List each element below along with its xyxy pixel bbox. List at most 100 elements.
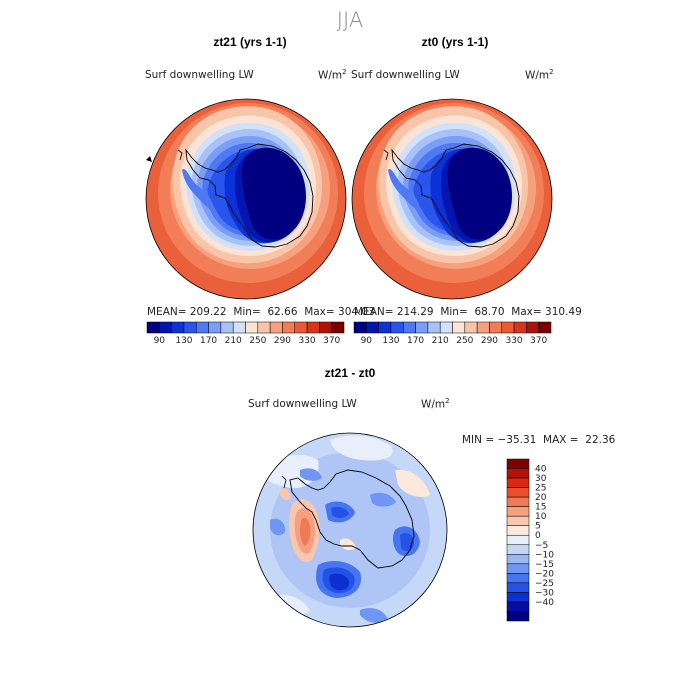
- colorbar-tick-label: 250: [249, 336, 266, 346]
- colorbar-tick-label: 30: [535, 474, 547, 484]
- colorbar-swatch: [452, 321, 466, 334]
- colorbar-swatch: [506, 611, 530, 622]
- stats-right: MEAN= 214.29 Min= 68.70 Max= 310.49: [354, 306, 582, 318]
- colorbar-swatch: [506, 534, 530, 546]
- colorbar-swatch: [403, 321, 416, 334]
- colorbar-swatch: [294, 321, 308, 334]
- colorbar-left: 90 130 170 210 250 290 330 370: [146, 321, 345, 346]
- colorbar-swatch: [501, 321, 515, 334]
- colorbar-tick-label: 90: [154, 336, 166, 346]
- colorbar-swatch: [506, 592, 530, 603]
- colorbar-swatch: [331, 321, 345, 334]
- colorbar-swatch: [464, 321, 478, 334]
- colorbar-swatch: [378, 321, 392, 334]
- colorbar-tick-label: 250: [456, 336, 473, 346]
- colorbar-swatch: [506, 487, 530, 498]
- map-right: [352, 99, 552, 299]
- colorbar-swatch: [353, 321, 367, 334]
- map-left: [146, 99, 346, 299]
- colorbar-tick-label: 130: [175, 336, 192, 346]
- colorbar-swatch: [282, 321, 295, 334]
- colorbar-tick-label: 25: [535, 484, 546, 494]
- colorbar-tick-label: −15: [535, 560, 554, 570]
- map-diff: [253, 433, 447, 627]
- panel-title-right: zt0 (yrs 1-1): [421, 35, 489, 49]
- colorbar-swatch: [526, 321, 539, 334]
- colorbar-right: 90 130 170 210 250 290 330 370: [353, 321, 552, 346]
- variable-label-diff: Surf downwelling LW: [248, 398, 357, 410]
- colorbar-swatch: [506, 458, 530, 469]
- stats-left: MEAN= 209.22 Min= 62.66 Max= 304.03: [147, 306, 375, 318]
- colorbar-swatch: [506, 582, 530, 593]
- colorbar-tick-label: 370: [323, 336, 340, 346]
- colorbar-swatch: [439, 321, 453, 334]
- colorbar-tick-label: −40: [535, 598, 554, 608]
- colorbar-swatch: [269, 321, 283, 334]
- colorbar-tick-label: −10: [535, 550, 554, 560]
- colorbar-swatch: [220, 321, 234, 334]
- colorbar-tick-label: 370: [530, 336, 547, 346]
- colorbar-swatch: [183, 321, 197, 334]
- colorbar-tick-label: 290: [274, 336, 291, 346]
- colorbar-swatch: [171, 321, 185, 334]
- colorbar-swatch: [196, 321, 209, 334]
- colorbar-swatch: [306, 321, 320, 334]
- colorbar-swatch: [232, 321, 246, 334]
- colorbar-tick-label: −5: [535, 541, 548, 551]
- colorbar-swatch: [257, 321, 271, 334]
- colorbar-tick-label: 0: [535, 531, 541, 541]
- colorbar-swatch: [506, 477, 530, 488]
- colorbar-swatch: [538, 321, 552, 334]
- colorbar-swatch: [366, 321, 379, 334]
- variable-label-right: Surf downwelling LW: [351, 69, 460, 81]
- colorbar-swatch: [506, 563, 530, 574]
- colorbar-swatch: [415, 321, 429, 334]
- colorbar-tick-label: 5: [535, 522, 541, 532]
- colorbar-tick-label: 210: [225, 336, 242, 346]
- colorbar-tick-label: 10: [535, 512, 547, 522]
- colorbar-tick-label: 290: [481, 336, 498, 346]
- colorbar-swatch: [506, 506, 530, 517]
- colorbar-swatch: [513, 321, 527, 334]
- colorbar-swatch: [506, 554, 530, 565]
- colorbar-tick-label: 130: [382, 336, 399, 346]
- colorbar-swatch: [476, 321, 490, 334]
- colorbar-tick-label: 170: [407, 336, 424, 346]
- colorbar-swatch: [208, 321, 222, 334]
- colorbar-tick-label: 20: [535, 493, 547, 503]
- colorbar-swatch: [506, 468, 530, 479]
- panel-title-diff: zt21 - zt0: [324, 366, 376, 380]
- colorbar-swatch: [319, 321, 332, 334]
- variable-label-left: Surf downwelling LW: [145, 69, 254, 81]
- colorbar-swatch: [245, 321, 259, 334]
- colorbar-swatch: [390, 321, 404, 334]
- colorbar-tick-label: 15: [535, 503, 546, 513]
- colorbar-swatch: [427, 321, 441, 334]
- colorbar-tick-label: 170: [200, 336, 217, 346]
- colorbar-swatch: [159, 321, 172, 334]
- colorbar-swatch: [506, 573, 530, 584]
- colorbar-tick-label: 330: [298, 336, 315, 346]
- colorbar-swatch: [506, 601, 530, 612]
- colorbar-swatch: [506, 544, 530, 555]
- colorbar-tick-label: 40: [535, 465, 547, 475]
- colorbar-tick-label: 330: [505, 336, 522, 346]
- colorbar-swatch: [506, 496, 530, 507]
- colorbar-tick-label: −30: [535, 588, 554, 598]
- units-label-left: W/m2: [318, 68, 347, 82]
- panel-title-left: zt21 (yrs 1-1): [213, 35, 287, 49]
- colorbar-swatch: [146, 321, 160, 334]
- units-label-diff: W/m2: [421, 397, 450, 411]
- colorbar-swatch: [506, 525, 530, 536]
- units-label-right: W/m2: [525, 68, 554, 82]
- minmax-diff: MIN = −35.31 MAX = 22.36: [462, 434, 616, 446]
- colorbar-tick-label: 90: [361, 336, 373, 346]
- colorbar-tick-label: −20: [535, 569, 554, 579]
- colorbar-tick-label: 210: [432, 336, 449, 346]
- main-title: JJA: [336, 8, 364, 32]
- colorbar-tick-label: −25: [535, 579, 554, 589]
- colorbar-swatch: [506, 515, 530, 526]
- colorbar-swatch: [489, 321, 502, 334]
